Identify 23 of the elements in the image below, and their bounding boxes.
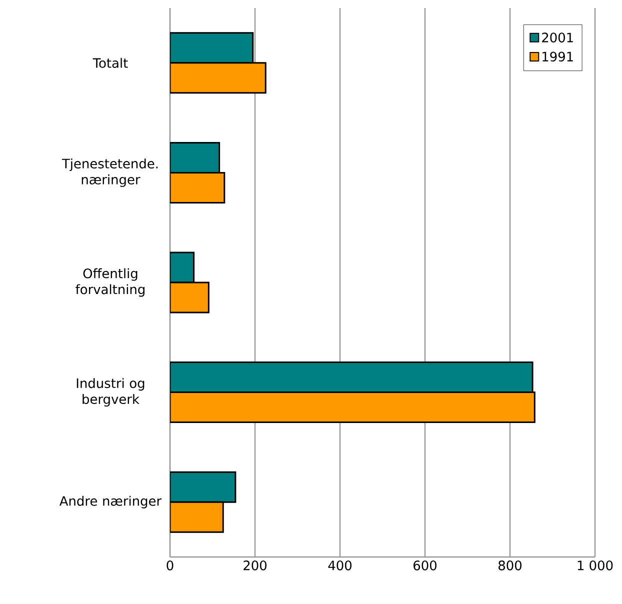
- bar: [170, 142, 220, 174]
- legend-label: 2001: [542, 32, 573, 42]
- bar: [170, 362, 534, 394]
- bar: [170, 392, 536, 424]
- y-tick-label: Tjenestetende. næringer: [62, 158, 158, 187]
- x-tick-label: 800: [498, 560, 522, 570]
- bar: [170, 172, 226, 204]
- bar: [170, 282, 210, 314]
- y-tick-label: Industri og bergverk: [76, 378, 144, 407]
- legend-label: 1991: [542, 52, 573, 62]
- x-tick-label: 400: [328, 560, 352, 570]
- bar: [170, 32, 254, 64]
- x-tick-label: 1 000: [578, 560, 613, 570]
- bar: [170, 501, 224, 533]
- x-tick-label: 0: [166, 560, 174, 570]
- bar: [170, 62, 266, 94]
- y-tick-label: Andre næringer: [59, 496, 162, 508]
- y-tick-label: Offentlig forvaltning: [76, 268, 144, 297]
- x-tick-label: 200: [244, 560, 266, 570]
- bar: [170, 471, 236, 503]
- y-tick-label: Totalt: [92, 58, 128, 68]
- bar: [170, 252, 195, 284]
- x-tick-label: 600: [414, 560, 436, 570]
